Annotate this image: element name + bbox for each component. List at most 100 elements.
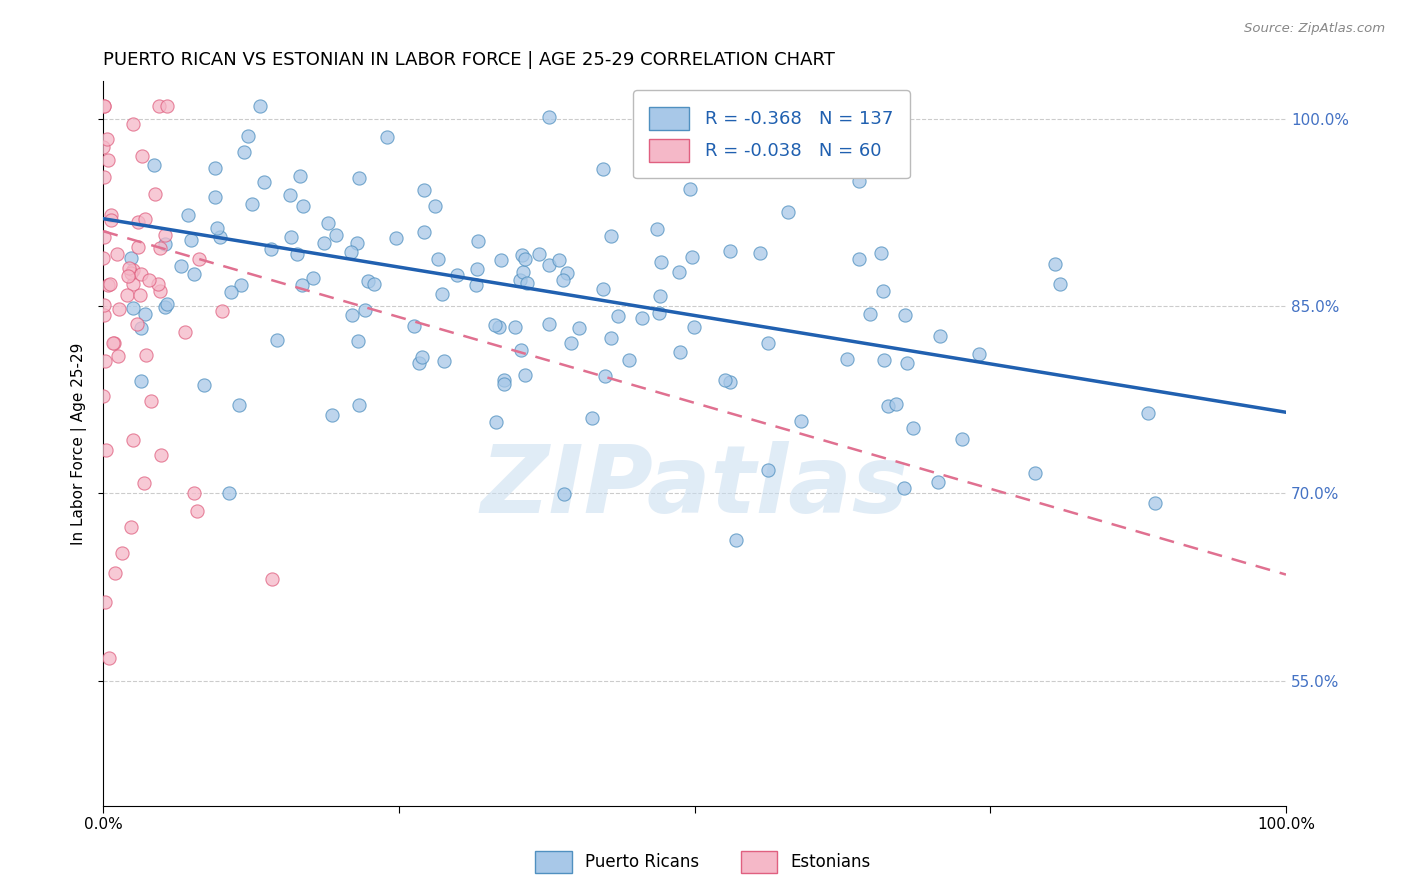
Point — [285, 246, 308, 260]
Point — [513, 252, 536, 266]
Point — [153, 236, 176, 251]
Point — [950, 432, 973, 446]
Point — [492, 376, 515, 391]
Point — [619, 352, 641, 367]
Point — [280, 230, 302, 244]
Legend: Puerto Ricans, Estonians: Puerto Ricans, Estonians — [529, 845, 877, 880]
Point — [141, 394, 163, 409]
Point — [232, 145, 254, 159]
Point — [342, 308, 364, 322]
Point — [122, 301, 145, 315]
Point — [411, 350, 433, 364]
Point — [967, 347, 990, 361]
Point — [748, 245, 770, 260]
Point — [581, 411, 603, 425]
Point — [253, 175, 276, 189]
Point — [776, 205, 799, 219]
Point — [138, 273, 160, 287]
Point — [357, 275, 380, 289]
Point — [756, 335, 779, 350]
Point — [105, 247, 128, 261]
Point — [375, 129, 398, 144]
Point — [93, 298, 115, 312]
Point — [135, 348, 157, 362]
Point — [927, 475, 949, 489]
Point — [186, 503, 208, 517]
Point — [516, 276, 538, 290]
Point — [513, 368, 536, 383]
Point — [93, 389, 115, 403]
Legend: R = -0.368   N = 137, R = -0.038   N = 60: R = -0.368 N = 137, R = -0.038 N = 60 — [633, 90, 910, 178]
Point — [316, 216, 339, 230]
Point — [1043, 257, 1066, 271]
Point — [718, 376, 741, 390]
Point — [204, 190, 226, 204]
Point — [648, 306, 671, 320]
Text: ZIPatlas: ZIPatlas — [481, 441, 908, 533]
Point — [848, 174, 870, 188]
Point — [408, 356, 430, 370]
Point — [180, 233, 202, 247]
Point — [260, 572, 283, 586]
Point — [121, 433, 143, 447]
Point — [211, 304, 233, 318]
Point — [97, 153, 120, 167]
Point — [129, 288, 152, 302]
Point — [208, 230, 231, 244]
Point — [537, 110, 560, 124]
Point — [93, 99, 115, 113]
Point — [872, 284, 894, 298]
Point — [510, 248, 533, 262]
Point — [848, 252, 870, 266]
Point — [156, 297, 179, 311]
Point — [291, 199, 314, 213]
Point — [149, 284, 172, 298]
Point — [96, 132, 118, 146]
Point — [876, 399, 898, 413]
Point — [503, 320, 526, 334]
Point — [219, 285, 242, 299]
Point — [433, 354, 456, 368]
Point — [718, 244, 741, 258]
Point — [122, 117, 145, 131]
Point — [537, 258, 560, 272]
Point — [93, 99, 115, 113]
Point — [1049, 277, 1071, 291]
Point — [131, 149, 153, 163]
Point — [107, 301, 129, 316]
Point — [560, 336, 582, 351]
Point — [630, 311, 652, 326]
Point — [430, 286, 453, 301]
Point — [510, 343, 533, 358]
Point — [363, 277, 385, 291]
Point — [240, 196, 263, 211]
Point — [101, 336, 124, 351]
Point — [301, 270, 323, 285]
Point — [143, 187, 166, 202]
Point — [153, 300, 176, 314]
Point — [894, 308, 917, 322]
Point — [509, 273, 531, 287]
Point — [353, 302, 375, 317]
Point — [117, 268, 139, 283]
Point — [218, 485, 240, 500]
Point — [901, 421, 924, 435]
Point — [1136, 406, 1159, 420]
Point — [228, 398, 250, 412]
Point — [668, 345, 690, 359]
Point — [104, 566, 127, 581]
Point — [668, 265, 690, 279]
Point — [465, 261, 488, 276]
Point — [488, 319, 510, 334]
Point — [557, 266, 579, 280]
Point — [527, 247, 550, 261]
Point — [648, 289, 671, 303]
Point — [149, 449, 172, 463]
Point — [489, 252, 512, 267]
Point — [312, 235, 335, 250]
Point — [682, 320, 704, 334]
Point — [600, 229, 623, 244]
Point — [893, 481, 915, 495]
Point — [870, 245, 893, 260]
Point — [148, 99, 170, 113]
